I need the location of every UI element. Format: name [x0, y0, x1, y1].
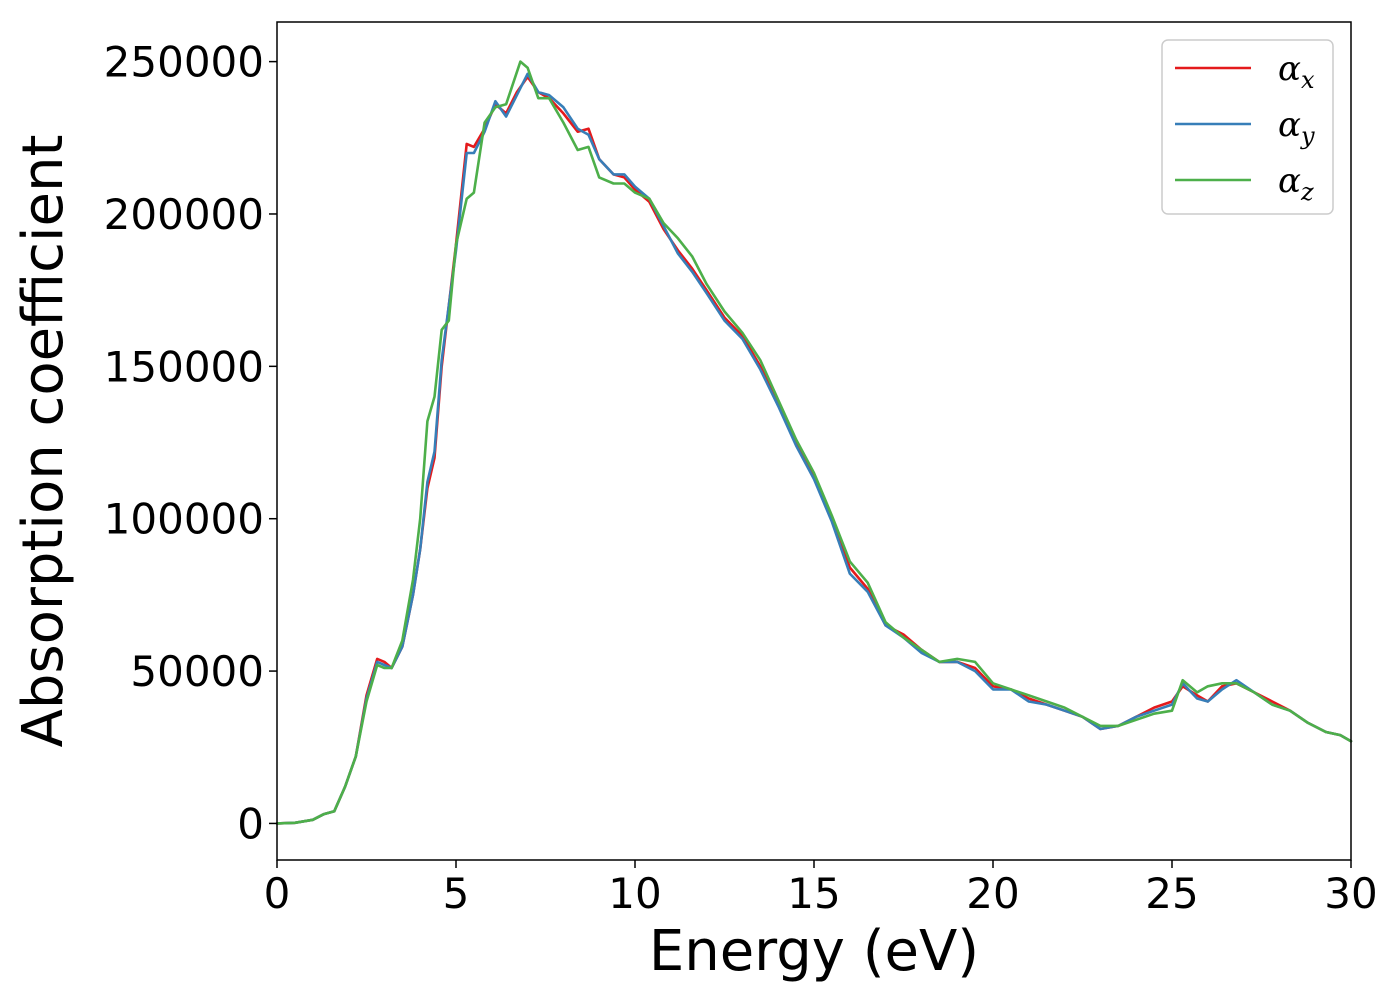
plot-lines [275, 60, 1353, 825]
x-tick-label: 25 [1145, 869, 1198, 918]
legend-label-z: αz [1278, 161, 1314, 206]
y-axis-ticks: 0 50000 100000 150000 200000 250000 [104, 38, 277, 848]
y-tick-label: 150000 [104, 342, 264, 391]
x-tick-label: 0 [264, 869, 291, 918]
x-tick-label: 20 [966, 869, 1019, 918]
legend-label-x: αx [1278, 49, 1315, 94]
y-tick-label: 50000 [130, 647, 264, 696]
legend-label-y: αy [1278, 105, 1315, 150]
legend: αx αy αz [1161, 39, 1334, 215]
y-tick-label: 200000 [104, 190, 264, 239]
series-line-z [275, 60, 1353, 825]
legend-box [1161, 39, 1334, 215]
y-tick-label: 100000 [104, 495, 264, 544]
y-tick-label: 250000 [104, 38, 264, 87]
x-axis-label: Energy (eV) [649, 919, 979, 984]
x-tick-label: 30 [1324, 869, 1377, 918]
x-axis-ticks: 0 5 10 15 20 25 30 [264, 860, 1378, 918]
series-line-y [275, 72, 1353, 825]
x-tick-label: 10 [608, 869, 661, 918]
x-tick-label: 5 [443, 869, 470, 918]
x-tick-label: 15 [787, 869, 840, 918]
y-axis-label: Absorption coefficient [11, 135, 76, 748]
y-tick-label: 0 [237, 799, 264, 848]
